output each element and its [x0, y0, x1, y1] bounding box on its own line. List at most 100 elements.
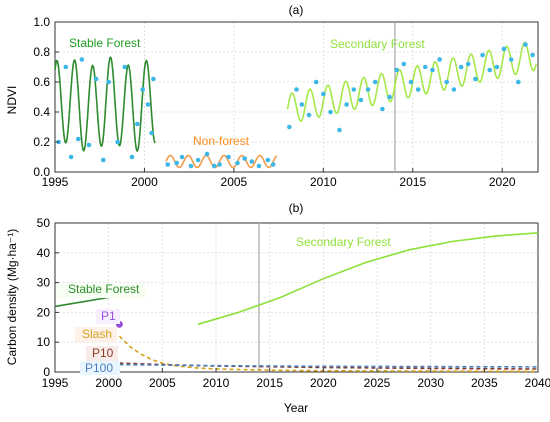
data-point [415, 87, 421, 92]
y-tick-label: 0.8 [33, 45, 50, 59]
data-point [106, 79, 111, 85]
annotation-secondary-forest: Secondary Forest [330, 37, 425, 51]
data-point [328, 109, 333, 115]
y-tick-label: 10 [37, 335, 51, 349]
series-line-stable [54, 56, 156, 153]
data-point [265, 157, 271, 163]
y-tick-label: 1.0 [33, 15, 50, 29]
data-point [149, 130, 154, 136]
panel-a-frame [54, 21, 539, 173]
x-tick-label: 1995 [42, 376, 69, 390]
annotation-non-forest: Non-forest [193, 134, 250, 148]
x-tick-label: 2040 [525, 376, 550, 390]
panel-a-ticks: 1995 2000 2005 2010 2015 2020 0.0 0.2 0.4 0.6 0.8 1… [33, 15, 516, 189]
data-point [523, 42, 528, 47]
p10-label-bg [86, 346, 118, 361]
data-point [145, 102, 151, 107]
x-tick-label: 2030 [417, 376, 444, 390]
series-line-secondary-forest [197, 232, 539, 326]
data-point [235, 160, 240, 166]
data-point [358, 97, 364, 103]
x-tick-label: 2010 [203, 376, 230, 390]
panel-a-axes [54, 21, 539, 173]
x-tick-label: 2005 [221, 175, 248, 189]
y-tick-label: 0.4 [33, 105, 50, 119]
data-point [270, 162, 276, 167]
data-point [75, 136, 81, 142]
data-point [430, 67, 435, 73]
y-tick-label: 0.0 [33, 165, 50, 179]
data-point [372, 79, 378, 85]
panel-a-label: (a) [289, 3, 304, 17]
data-point [480, 52, 485, 58]
data-point [256, 163, 262, 169]
data-point [122, 64, 128, 70]
label-slash: Slash [82, 327, 112, 341]
data-point [86, 142, 92, 148]
data-point [115, 139, 120, 145]
data-point [444, 79, 450, 85]
data-point [63, 64, 69, 70]
y-tick-label: 0.2 [33, 135, 50, 149]
data-point [408, 79, 414, 85]
y-tick-label: 20 [37, 305, 51, 319]
data-point [494, 64, 500, 70]
data-point [101, 157, 106, 163]
data-point [487, 67, 493, 73]
annotation-stable-forest: Stable Forest [69, 36, 141, 50]
data-point [508, 57, 514, 62]
data-point [294, 87, 299, 92]
panel-b: (b) 1995 2000 2005 2010 2015 2020 2025 2030 2035… [5, 201, 550, 415]
x-tick-label: 2020 [489, 175, 516, 189]
series-line-slash [118, 335, 539, 373]
data-point [306, 112, 312, 118]
panel-b-series [54, 232, 539, 373]
label-secondary-forest: Secondary Forest [296, 235, 391, 249]
data-point [501, 46, 507, 52]
data-point [179, 154, 185, 160]
p1-label-bg [96, 309, 120, 324]
data-point [165, 162, 170, 167]
data-point [344, 102, 349, 107]
x-tick-label: 2020 [310, 376, 337, 390]
data-point [151, 76, 156, 82]
panel-b-ylabel: Carbon density (Mg·ha⁻¹) [5, 229, 19, 365]
label-p10: P10 [92, 346, 114, 360]
data-point [313, 79, 319, 85]
label-stable-forest: Stable Forest [68, 282, 140, 296]
panel-a: (a) 1995 2000 2005 2010 2015 2020 0.0 0.2 0.4 0.6… [5, 3, 539, 189]
x-tick-label: 2015 [399, 175, 426, 189]
label-p100: P100 [85, 361, 113, 375]
data-point [188, 163, 194, 169]
panel-b-axes [54, 222, 539, 373]
data-point [287, 124, 292, 130]
data-point [79, 57, 85, 62]
x-tick-label: 2005 [149, 376, 176, 390]
y-tick-label: 0.6 [33, 75, 50, 89]
series-line-p100 [119, 363, 539, 368]
series-line-secondary [286, 41, 537, 122]
data-point [204, 151, 210, 157]
data-point [458, 64, 464, 70]
panel-b-label: (b) [289, 201, 304, 215]
data-point [387, 94, 392, 100]
panel-a-ylabel: NDVI [5, 86, 19, 115]
x-tick-label: 2010 [310, 175, 337, 189]
panel-b-xlabel: Year [284, 401, 308, 415]
data-point [93, 76, 99, 82]
x-tick-label: 2025 [364, 376, 391, 390]
data-point [174, 160, 179, 166]
x-tick-label: 2035 [471, 376, 498, 390]
data-point [394, 67, 399, 73]
data-point [134, 121, 140, 127]
data-point [451, 87, 457, 92]
data-point [140, 87, 145, 92]
data-point [437, 57, 442, 62]
data-point [473, 76, 478, 82]
series-line-nonforest [165, 154, 278, 169]
data-point [321, 91, 326, 97]
slash-label-bg [75, 327, 117, 342]
x-tick-label: 2000 [95, 376, 122, 390]
data-point [465, 61, 471, 67]
